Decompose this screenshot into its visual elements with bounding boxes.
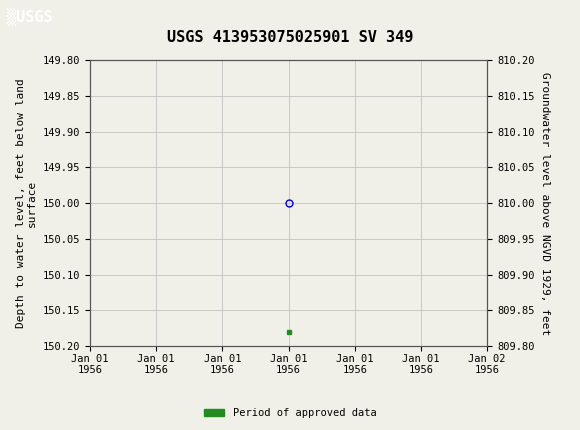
Legend: Period of approved data: Period of approved data — [200, 404, 380, 423]
Text: USGS 413953075025901 SV 349: USGS 413953075025901 SV 349 — [167, 30, 413, 45]
Text: ▒USGS: ▒USGS — [7, 9, 53, 26]
Y-axis label: Depth to water level, feet below land
surface: Depth to water level, feet below land su… — [16, 78, 37, 328]
Y-axis label: Groundwater level above NGVD 1929, feet: Groundwater level above NGVD 1929, feet — [540, 71, 550, 335]
